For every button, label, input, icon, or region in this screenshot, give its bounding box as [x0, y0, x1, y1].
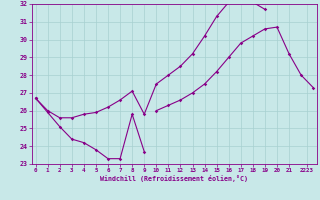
X-axis label: Windchill (Refroidissement éolien,°C): Windchill (Refroidissement éolien,°C)	[100, 175, 248, 182]
